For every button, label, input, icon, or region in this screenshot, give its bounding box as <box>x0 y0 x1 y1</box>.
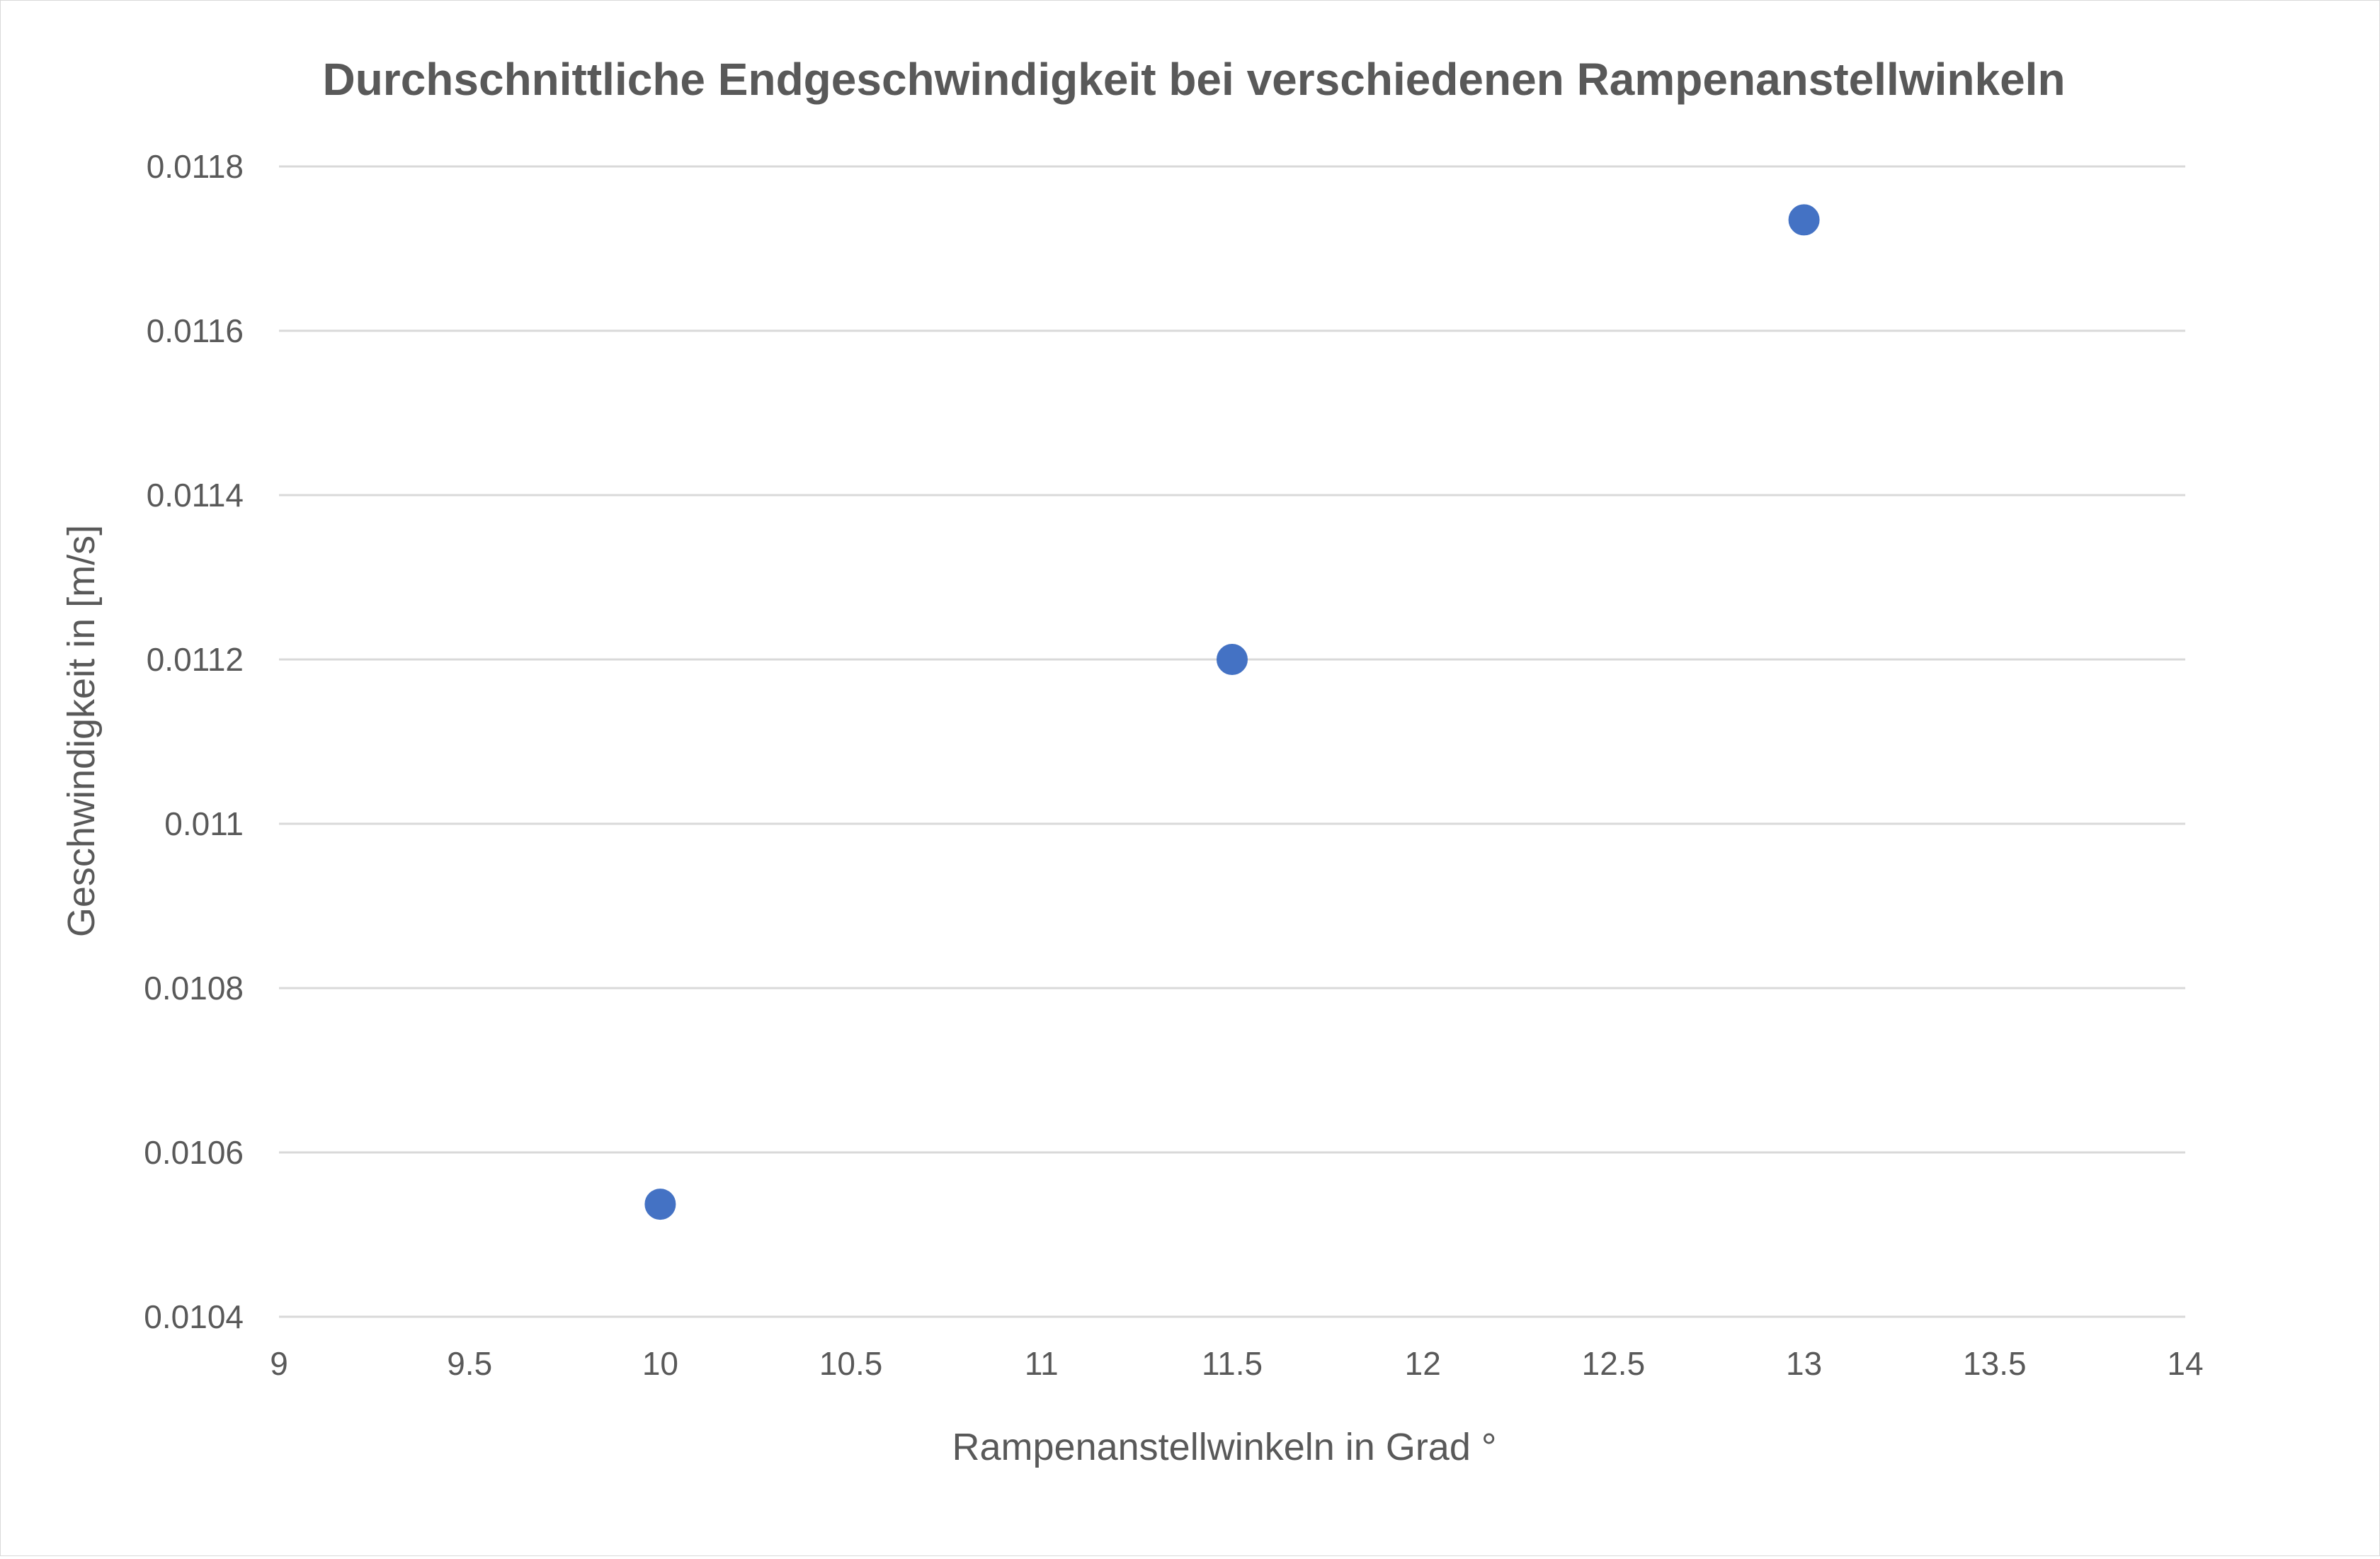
x-tick-label: 12.5 <box>1582 1345 1646 1382</box>
gridlines <box>279 165 2185 1318</box>
x-tick-label: 11.5 <box>1202 1345 1263 1382</box>
x-tick-label: 10 <box>642 1345 678 1382</box>
data-point <box>1788 204 1820 236</box>
y-tick-label: 0.0108 <box>144 970 244 1007</box>
y-tick-label: 0.0114 <box>147 477 244 514</box>
x-tick-label: 14 <box>2167 1345 2203 1382</box>
x-axis-title: Rampenanstellwinkeln in Grad ° <box>952 1426 1497 1468</box>
y-axis-title: Geschwindigkeit in [m/s] <box>60 525 103 937</box>
data-points <box>644 204 1820 1220</box>
x-tick-label: 11 <box>1025 1345 1059 1382</box>
chart-title: Durchschnittliche Endgeschwindigkeit bei… <box>322 54 2065 105</box>
x-tick-label: 13.5 <box>1963 1345 2027 1382</box>
x-tick-label: 9 <box>270 1345 288 1382</box>
y-tick-label: 0.0104 <box>144 1298 244 1335</box>
x-tick-label: 13 <box>1786 1345 1822 1382</box>
y-tick-label: 0.0116 <box>147 312 244 349</box>
data-point <box>644 1189 676 1220</box>
y-tick-label: 0.0112 <box>147 641 244 678</box>
x-axis-ticks: 9 9.5 10 10.5 11 11.5 12 12.5 13 13.5 14 <box>270 1345 2203 1382</box>
y-tick-label: 0.0106 <box>144 1134 244 1171</box>
y-tick-label: 0.011 <box>164 805 244 842</box>
y-axis-ticks: 0.0104 0.0106 0.0108 0.011 0.0112 0.0114 0.011… <box>144 148 244 1335</box>
x-tick-label: 9.5 <box>447 1345 492 1382</box>
x-tick-label: 12 <box>1405 1345 1441 1382</box>
data-point <box>1217 644 1248 675</box>
y-tick-label: 0.0118 <box>147 148 244 185</box>
x-tick-label: 10.5 <box>819 1345 883 1382</box>
